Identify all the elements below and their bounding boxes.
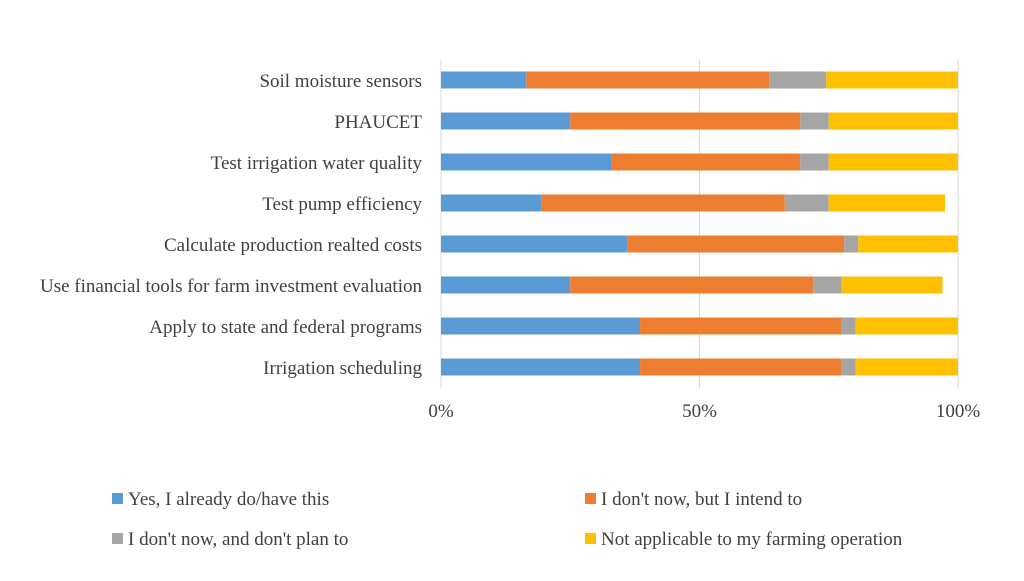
bar-segment — [627, 235, 845, 253]
bar-segment — [855, 317, 958, 335]
value-axis: 0% 50% 100% — [428, 401, 980, 422]
bar-segment — [828, 153, 958, 171]
legend-label: Not applicable to my farming operation — [601, 529, 903, 550]
legend: Yes, I already do/have this I don't now, … — [112, 489, 903, 550]
bar-segment — [441, 112, 571, 130]
legend-swatch — [112, 533, 123, 544]
bar-segment — [828, 112, 958, 130]
bars — [441, 71, 958, 376]
x-tick-label: 100% — [936, 401, 981, 422]
bar-segment — [640, 358, 842, 376]
bar-segment — [640, 317, 842, 335]
bar-segment — [526, 71, 770, 89]
bar-segment — [441, 194, 542, 212]
bar-segment — [813, 276, 842, 294]
gridlines — [440, 60, 959, 388]
category-label: Use financial tools for farm investment … — [40, 276, 422, 297]
bar-segment — [828, 194, 946, 212]
bar-segment — [611, 153, 801, 171]
category-label: Test irrigation water quality — [211, 153, 423, 174]
bar-segment — [800, 153, 829, 171]
bar-segment — [441, 276, 571, 294]
category-label: Soil moisture sensors — [259, 71, 422, 92]
bar-segment — [784, 194, 829, 212]
legend-swatch — [585, 493, 596, 504]
legend-label: Yes, I already do/have this — [128, 489, 329, 510]
category-label: Irrigation scheduling — [263, 358, 422, 379]
bar-segment — [844, 235, 859, 253]
bar-segment — [769, 71, 827, 89]
bar-segment — [570, 112, 801, 130]
bar-segment — [855, 358, 958, 376]
x-tick-label: 50% — [682, 401, 717, 422]
legend-label: I don't now, and don't plan to — [128, 529, 348, 550]
category-label: PHAUCET — [334, 112, 422, 133]
bar-segment — [441, 317, 641, 335]
bar-segment — [826, 71, 958, 89]
category-labels: Soil moisture sensors PHAUCET Test irrigat… — [40, 71, 422, 379]
category-label: Calculate production realted costs — [164, 235, 422, 256]
bar-segment — [841, 317, 856, 335]
bar-segment — [441, 358, 641, 376]
bar-segment — [441, 153, 612, 171]
legend-swatch — [112, 493, 123, 504]
bar-segment — [800, 112, 829, 130]
legend-swatch — [585, 533, 596, 544]
bar-segment — [570, 276, 814, 294]
bar-segment — [858, 235, 958, 253]
x-tick-label: 0% — [428, 401, 454, 422]
bar-segment — [441, 235, 628, 253]
bar-segment — [841, 358, 856, 376]
bar-segment — [841, 276, 943, 294]
category-label: Test pump efficiency — [262, 194, 422, 215]
bar-segment — [441, 71, 527, 89]
legend-label: I don't now, but I intend to — [601, 489, 802, 510]
bar-segment — [541, 194, 785, 212]
category-label: Apply to state and federal programs — [149, 317, 422, 338]
